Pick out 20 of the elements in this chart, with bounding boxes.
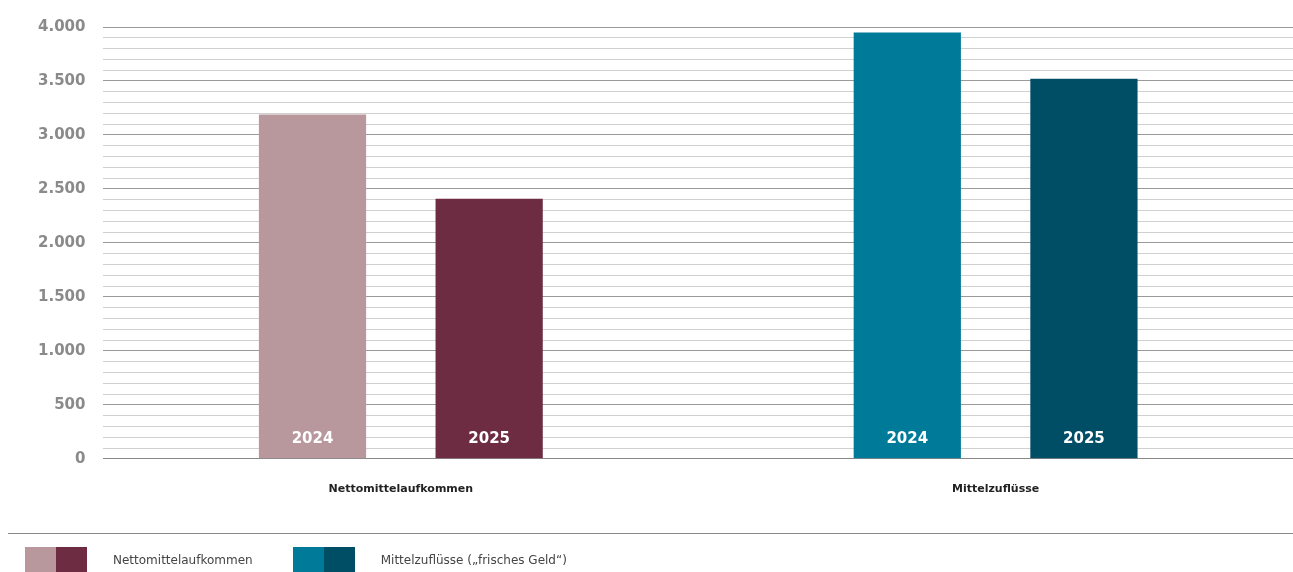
y-tick-label: 3.500 bbox=[37, 70, 86, 89]
y-tick-label: 2.500 bbox=[37, 178, 86, 197]
y-tick-label: 500 bbox=[54, 394, 86, 413]
text: Nettomittelaufkommen bbox=[113, 552, 253, 567]
bar bbox=[1030, 78, 1138, 459]
text: 2025 bbox=[1063, 429, 1105, 448]
series-label: 2024 bbox=[291, 429, 334, 448]
series-label: 2025 bbox=[468, 429, 511, 448]
x-tick-label: Mittelzuflüsse bbox=[951, 482, 1040, 496]
bar bbox=[258, 114, 367, 459]
y-tick-label: 4.000 bbox=[37, 16, 86, 35]
y-tick-label: 1.500 bbox=[37, 286, 86, 305]
text: 2024 bbox=[886, 429, 929, 448]
bar bbox=[435, 198, 543, 459]
y-tick-label: 1.000 bbox=[37, 340, 86, 359]
bar bbox=[853, 32, 961, 459]
y-tick-label: 0 bbox=[75, 448, 86, 467]
y-tick-label: 2.000 bbox=[37, 232, 86, 251]
y-tick-label: 3.000 bbox=[37, 124, 86, 143]
text: Mittelzuflüsse („frisches Geld“) bbox=[380, 552, 567, 567]
